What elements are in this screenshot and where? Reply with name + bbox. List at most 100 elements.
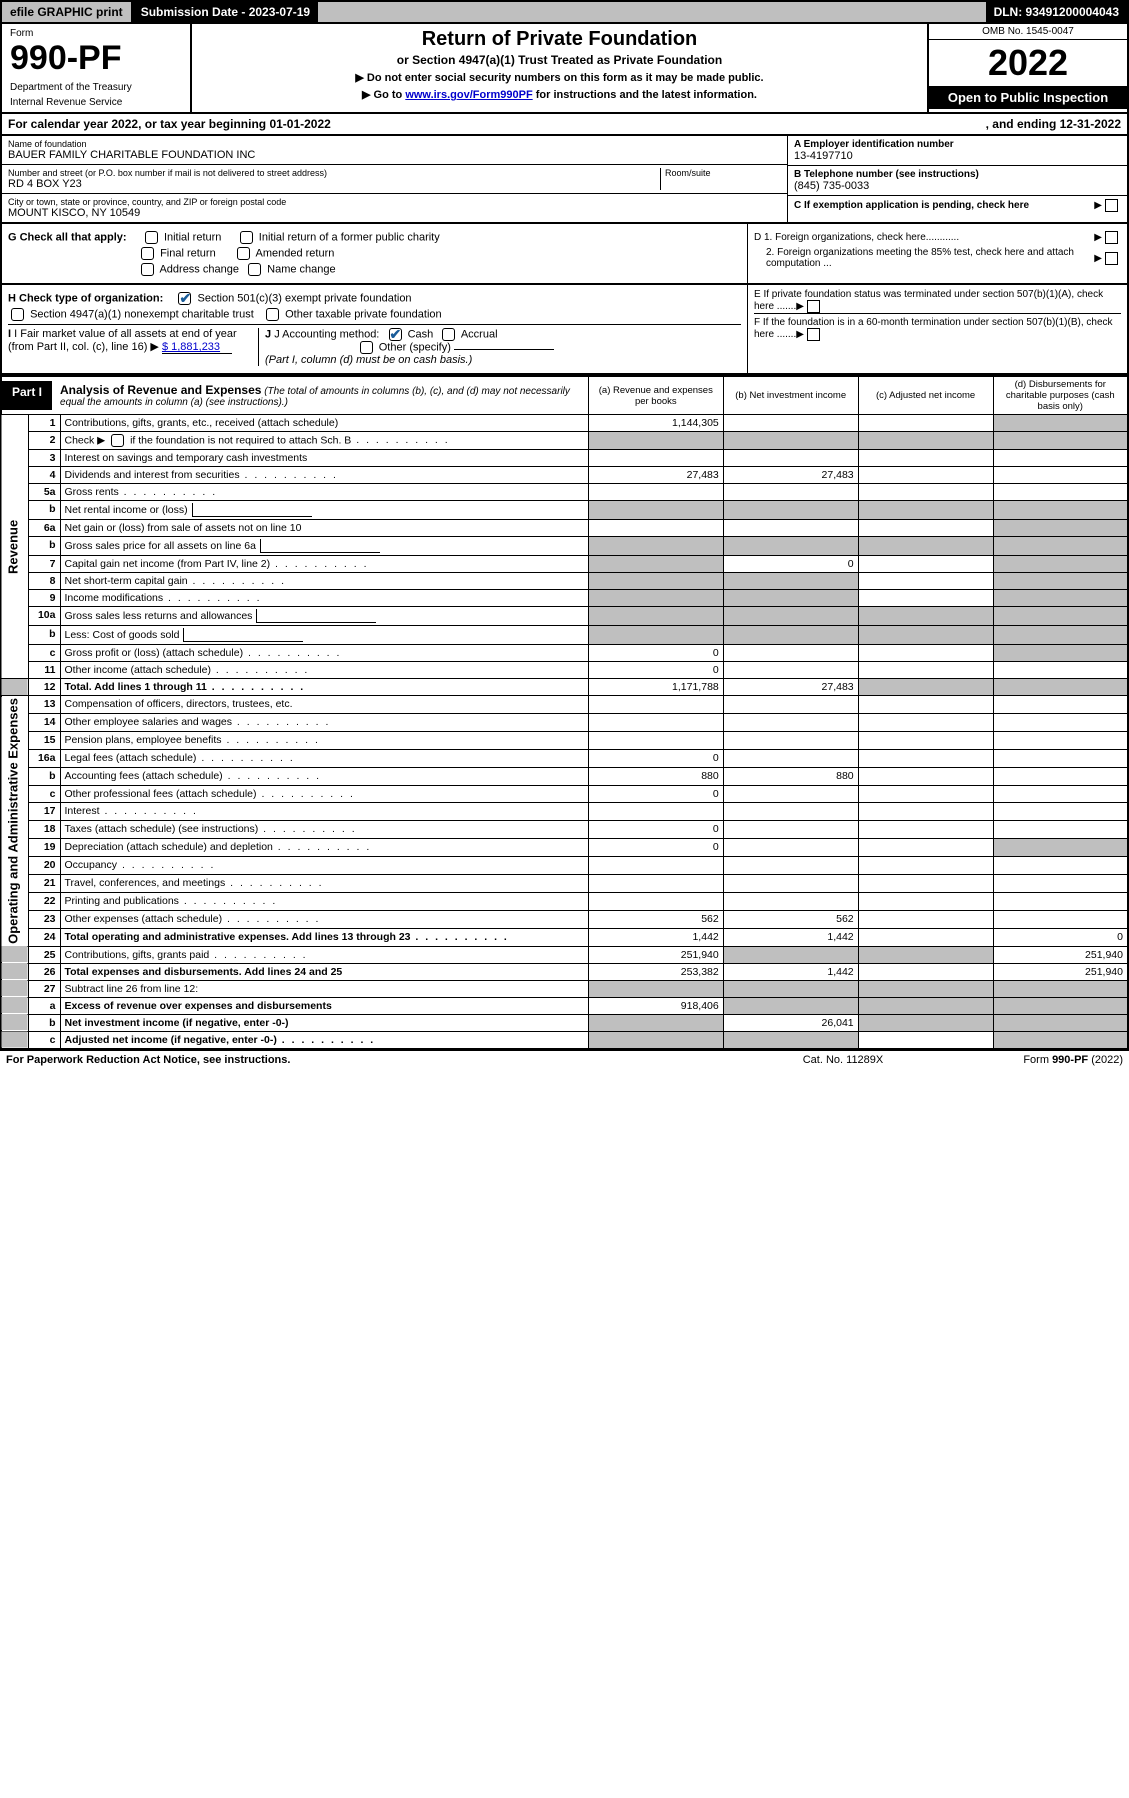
cell: [993, 910, 1128, 928]
row-desc: Printing and publications: [60, 892, 588, 910]
row-desc: Dividends and interest from securities: [60, 467, 588, 484]
amended-checkbox[interactable]: [237, 247, 250, 260]
row-num: 11: [29, 662, 60, 679]
row-desc: Capital gain net income (from Part IV, l…: [60, 556, 588, 573]
other-method-checkbox[interactable]: [360, 341, 373, 354]
4947-checkbox[interactable]: [11, 308, 24, 321]
cell: [723, 520, 858, 537]
ein-row: A Employer identification number 13-4197…: [788, 136, 1127, 166]
cell: [993, 501, 1128, 520]
row-num: 4: [29, 467, 60, 484]
cell: [858, 556, 993, 573]
g-label: G Check all that apply:: [8, 231, 127, 243]
cell: 27,483: [588, 467, 723, 484]
row-desc: Gross sales price for all assets on line…: [60, 537, 588, 556]
cell: 0: [588, 821, 723, 839]
cell: [858, 857, 993, 875]
row-desc: Other employee salaries and wages: [60, 713, 588, 731]
cell: [588, 607, 723, 626]
cell: [858, 767, 993, 785]
name-change-checkbox[interactable]: [248, 263, 261, 276]
cell: [993, 467, 1128, 484]
topbar-spacer: [318, 2, 985, 22]
addr-label: Number and street (or P.O. box number if…: [8, 168, 656, 178]
cell: [993, 803, 1128, 821]
address-change-label: Address change: [159, 263, 239, 275]
cell: [993, 432, 1128, 450]
e-checkbox[interactable]: [807, 300, 820, 313]
row-num: 20: [29, 857, 60, 875]
row-num: b: [29, 626, 60, 645]
row-num: 16a: [29, 749, 60, 767]
efile-button[interactable]: efile GRAPHIC print: [2, 2, 133, 22]
col-b-header: (b) Net investment income: [723, 376, 858, 415]
cell: [723, 626, 858, 645]
cell: [858, 821, 993, 839]
exemption-checkbox[interactable]: [1105, 199, 1118, 212]
cell: [993, 556, 1128, 573]
cell: [858, 590, 993, 607]
d1-checkbox[interactable]: [1105, 231, 1118, 244]
exemption-row: C If exemption application is pending, c…: [788, 196, 1127, 215]
row-desc: Income modifications: [60, 590, 588, 607]
part-title: Analysis of Revenue and Expenses (The to…: [52, 381, 588, 410]
cell: [993, 537, 1128, 556]
room-label: Room/suite: [665, 168, 781, 178]
cell: [723, 875, 858, 893]
accrual-checkbox[interactable]: [442, 328, 455, 341]
calyear-right: , and ending 12-31-2022: [986, 117, 1121, 131]
cell: [993, 839, 1128, 857]
h-label: H Check type of organization:: [8, 292, 163, 304]
row-num: 22: [29, 892, 60, 910]
cell: 880: [588, 767, 723, 785]
instructions-link[interactable]: www.irs.gov/Form990PF: [405, 89, 532, 101]
cell: [723, 713, 858, 731]
form-label: Form: [10, 28, 182, 39]
f-checkbox[interactable]: [807, 328, 820, 341]
501c3-checkbox[interactable]: [178, 292, 191, 305]
cell: [588, 520, 723, 537]
cell: [723, 696, 858, 714]
cell: [588, 696, 723, 714]
h-row2: Section 4947(a)(1) nonexempt charitable …: [8, 308, 741, 321]
row-num: 8: [29, 573, 60, 590]
footer-left: For Paperwork Reduction Act Notice, see …: [6, 1054, 743, 1066]
other-taxable-checkbox[interactable]: [266, 308, 279, 321]
cell: 562: [588, 910, 723, 928]
cell: [858, 910, 993, 928]
cell: [993, 520, 1128, 537]
row-desc: Contributions, gifts, grants, etc., rece…: [60, 415, 588, 432]
hij-block: H Check type of organization: Section 50…: [0, 285, 1129, 375]
checks-block: G Check all that apply: Initial return I…: [0, 224, 1129, 285]
initial-return-checkbox[interactable]: [145, 231, 158, 244]
final-return-checkbox[interactable]: [141, 247, 154, 260]
tel-label: B Telephone number (see instructions): [794, 169, 1121, 180]
address-change-checkbox[interactable]: [141, 263, 154, 276]
row-num: b: [29, 767, 60, 785]
footer-form: Form 990-PF (2022): [943, 1054, 1123, 1066]
exemption-label: C If exemption application is pending, c…: [794, 200, 1094, 211]
row-num: b: [29, 537, 60, 556]
ein-val: 13-4197710: [794, 150, 1121, 162]
row-num: 23: [29, 910, 60, 928]
name-change-label: Name change: [267, 263, 336, 275]
row-num: 14: [29, 713, 60, 731]
form-header: Form 990-PF Department of the Treasury I…: [0, 24, 1129, 114]
row-num: 2: [29, 432, 60, 450]
row-desc: Net short-term capital gain: [60, 573, 588, 590]
d2-checkbox[interactable]: [1105, 252, 1118, 265]
part-header: Part I Analysis of Revenue and Expenses …: [2, 381, 588, 410]
d1-label: D 1. Foreign organizations, check here..…: [754, 232, 1094, 243]
cell: [723, 839, 858, 857]
cell: [588, 892, 723, 910]
row-num: 18: [29, 821, 60, 839]
cash-label: Cash: [408, 328, 434, 340]
cash-checkbox[interactable]: [389, 328, 402, 341]
cell: [993, 749, 1128, 767]
cell: 0: [588, 839, 723, 857]
part1-table: Part I Analysis of Revenue and Expenses …: [0, 375, 1129, 1050]
initial-former-checkbox[interactable]: [240, 231, 253, 244]
row-desc: Other expenses (attach schedule): [60, 910, 588, 928]
dept: Department of the Treasury: [10, 82, 182, 93]
row-num: 15: [29, 731, 60, 749]
